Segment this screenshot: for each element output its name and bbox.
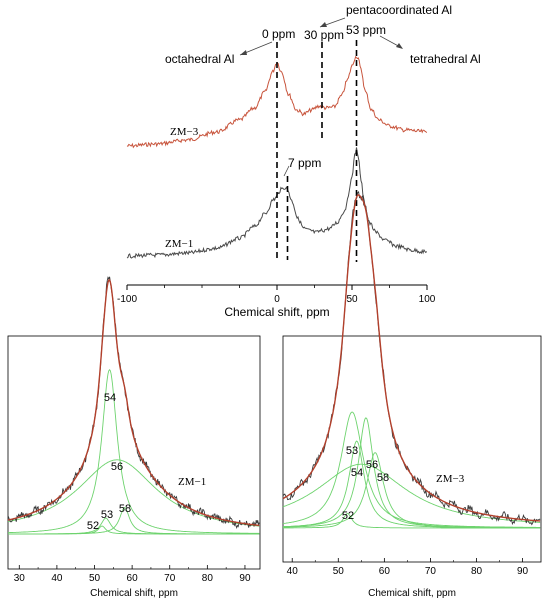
bl-component-58 bbox=[8, 506, 260, 535]
arrow-penta-head bbox=[320, 22, 327, 27]
label-zm3: ZM−3 bbox=[170, 126, 199, 138]
bl-x-tick-label: 80 bbox=[202, 573, 214, 584]
br-peak-label-53: 53 bbox=[346, 445, 358, 457]
anno-7ppm: 7 ppm bbox=[288, 156, 321, 170]
top-x-axis-label: Chemical shift, ppm bbox=[224, 305, 329, 319]
bottom-left-chart: 30 40 50 60 70 80 90 Chemical shift, ppm 54 56 5… bbox=[7, 276, 261, 599]
bl-x-tick-label: 70 bbox=[164, 573, 176, 584]
br-component-58 bbox=[283, 452, 541, 529]
br-x-tick-label: 70 bbox=[425, 566, 437, 577]
bl-x-tick-label: 90 bbox=[239, 573, 251, 584]
br-x-tick-label: 40 bbox=[287, 566, 299, 577]
br-component-55 bbox=[282, 463, 541, 523]
bottom-right-chart: 40 50 60 70 80 90 Chemical shift, ppm 5354565… bbox=[282, 190, 542, 599]
bl-frame bbox=[7, 335, 261, 570]
bl-sample-label: ZM−1 bbox=[178, 476, 206, 488]
bl-peak-label-52: 52 bbox=[87, 520, 99, 532]
anno-30ppm: 30 ppm bbox=[304, 28, 344, 42]
bl-component-56 bbox=[7, 459, 260, 527]
br-component-52 bbox=[283, 513, 541, 529]
anno-pentacoordinated: pentacoordinated Al bbox=[346, 3, 452, 17]
br-x-tick-label: 90 bbox=[517, 566, 529, 577]
br-peak-label-52: 52 bbox=[342, 510, 354, 522]
top-x-tick-label: -100 bbox=[117, 294, 137, 305]
br-x-tick-label: 80 bbox=[471, 566, 483, 577]
anno-octahedral: octahedral Al bbox=[165, 52, 234, 66]
br-x-axis-label: Chemical shift, ppm bbox=[368, 588, 456, 599]
arrow-tetrahedral-head bbox=[396, 43, 403, 49]
top-x-tick-label: 50 bbox=[346, 294, 358, 305]
bl-peak-label-54: 54 bbox=[104, 392, 116, 404]
br-x-tick-label: 60 bbox=[379, 566, 391, 577]
bl-x-tick-label: 40 bbox=[51, 573, 63, 584]
bl-peak-label-58: 58 bbox=[119, 503, 131, 515]
anno-tetrahedral: tetrahedral Al bbox=[410, 52, 481, 66]
bl-fit-curve bbox=[7, 279, 260, 527]
br-frame bbox=[282, 335, 542, 563]
br-sample-label: ZM−3 bbox=[436, 473, 465, 485]
br-peak-label-54: 54 bbox=[351, 467, 363, 479]
bl-peak-label-53: 53 bbox=[101, 509, 113, 521]
bl-component-54 bbox=[8, 368, 260, 534]
br-component-53 bbox=[282, 411, 541, 528]
arrow-octahedral-head bbox=[240, 50, 247, 55]
anno-53ppm: 53 ppm bbox=[346, 23, 386, 37]
top-x-tick-label: 100 bbox=[419, 294, 436, 305]
label-zm1: ZM−1 bbox=[165, 238, 193, 250]
bl-x-tick-label: 60 bbox=[127, 573, 139, 584]
top-chart: -100 0 50 100 Chemical shift, ppm 0 ppm 30 … bbox=[117, 3, 481, 319]
arrow-7ppm bbox=[283, 165, 290, 177]
bl-experimental-curve bbox=[7, 276, 260, 530]
bl-x-tick-label: 50 bbox=[89, 573, 101, 584]
bl-x-axis-label: Chemical shift, ppm bbox=[90, 588, 178, 599]
br-peak-label-58: 58 bbox=[377, 472, 389, 484]
bl-peak-label-56: 56 bbox=[111, 461, 123, 473]
bl-x-tick-label: 30 bbox=[14, 573, 26, 584]
br-x-tick-label: 50 bbox=[333, 566, 345, 577]
br-peak-label-56: 56 bbox=[366, 459, 378, 471]
br-fit-curve bbox=[282, 194, 541, 522]
br-component-56 bbox=[282, 417, 541, 529]
anno-0ppm: 0 ppm bbox=[262, 27, 295, 41]
top-x-tick-label: 0 bbox=[274, 294, 280, 305]
